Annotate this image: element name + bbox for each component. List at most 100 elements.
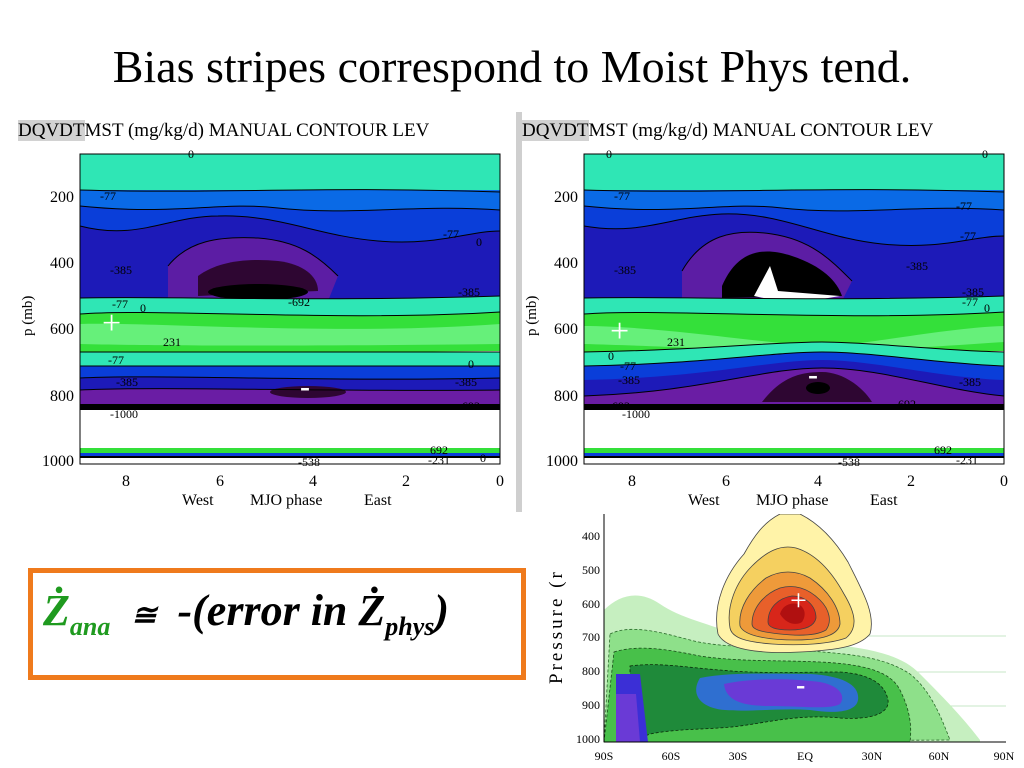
contour-label: -77: [956, 199, 972, 213]
y-tick-label: 600: [582, 597, 600, 611]
panel-divider: [516, 112, 522, 512]
x-tick-label: 60N: [929, 749, 950, 763]
x-tick-label: 0: [1000, 473, 1008, 490]
latitude-pressure-plot: + - 400 500 600 700 800 900 1000 Pressur…: [540, 514, 1024, 768]
contour-label: -1000: [622, 407, 650, 421]
slide-title: Bias stripes correspond to Moist Phys te…: [112, 41, 912, 92]
contour-label: -385: [455, 375, 477, 389]
contour-label: 692: [430, 443, 448, 457]
right-panel-header: DQVDTMST (mg/kg/d) MANUAL CONTOUR LEV: [522, 116, 933, 146]
contour-label: -385: [962, 285, 984, 299]
contour-label: -692: [608, 399, 630, 413]
contour-label: -385: [116, 375, 138, 389]
x-tick-label: 8: [122, 473, 130, 490]
x-tick-label: 6: [216, 473, 224, 490]
contour-label: -385: [906, 259, 928, 273]
minus-marker: -: [808, 358, 818, 391]
x-tick-label: 0: [496, 473, 504, 490]
contour-label: -77: [620, 359, 636, 373]
formula-approx: ≅: [131, 599, 157, 632]
x-axis-west-label: West: [182, 492, 214, 509]
y-tick-label: 700: [582, 630, 600, 644]
x-tick-label: 8: [628, 473, 636, 490]
contour-label: -692: [894, 397, 916, 411]
right-panel-header-rest: MST (mg/kg/d) MANUAL CONTOUR LEV: [588, 120, 934, 141]
plus-marker: +: [102, 305, 121, 342]
lat-x-axis: 90S 60S 30S EQ 30N 60N 90N: [595, 749, 1015, 763]
contour-label: -77: [100, 189, 116, 203]
left-panel: DQVDTMST (mg/kg/d) MANUAL CONTOUR LEV: [18, 116, 520, 516]
right-panel-header-gray: DQVDT: [522, 120, 589, 141]
x-tick-label: 2: [402, 473, 410, 490]
y-tick-label: 200: [554, 189, 578, 206]
right-plot-area: 0 0 -77 -77 -77 -385 -385 -385 -77 0 231…: [583, 147, 1005, 469]
plus-marker: +: [790, 584, 807, 617]
minus-marker: -: [300, 370, 310, 403]
contour-label: -538: [838, 455, 860, 469]
contour-label: -538: [298, 455, 320, 469]
y-tick-label: 600: [554, 321, 578, 338]
contour-label: -692: [288, 295, 310, 309]
left-contour-plot: 0 -77 -77 0 -385 -692 -385 -77 0 231 0 -…: [20, 147, 504, 509]
contour-label: 692: [934, 443, 952, 457]
contour-label: -77: [960, 229, 976, 243]
formula-lhs-sub: ana: [69, 611, 111, 641]
y-tick-label: 600: [50, 321, 74, 338]
left-y-axis: 200 400 600 800 1000: [42, 189, 74, 470]
right-x-axis: 8 6 4 2 0: [628, 473, 1008, 490]
x-tick-label: 4: [814, 473, 822, 490]
y-tick-label: 1000: [42, 453, 74, 470]
y-tick-label: 500: [582, 563, 600, 577]
right-contour-labels: 0 0 -77 -77 -77 -385 -385 -385 -77 0 231…: [606, 147, 990, 469]
contour-label: 0: [606, 147, 612, 161]
y-tick-label: 400: [554, 255, 578, 272]
y-tick-label: 1000: [576, 732, 600, 746]
x-axis-center-label: MJO phase: [756, 492, 828, 509]
y-tick-label: 200: [50, 189, 74, 206]
contour-label: 0: [140, 301, 146, 315]
x-tick-label: 2: [907, 473, 915, 490]
left-contour-labels: 0 -77 -77 0 -385 -692 -385 -77 0 231 0 -…: [100, 147, 486, 469]
right-contour-plot: 0 0 -77 -77 -77 -385 -385 -385 -77 0 231…: [524, 147, 1008, 509]
right-y-axis: 200 400 600 800 1000: [546, 189, 578, 470]
left-y-axis-label: p (mb): [20, 296, 36, 336]
y-tick-label: 800: [582, 664, 600, 678]
contour-label: -77: [108, 353, 124, 367]
contour-label: -77: [962, 295, 978, 309]
left-panel-header-rest: MST (mg/kg/d) MANUAL CONTOUR LEV: [84, 120, 430, 141]
x-axis-center-label: MJO phase: [250, 492, 322, 509]
contour-label: 0: [608, 349, 614, 363]
lat-y-axis-label: Pressure (r: [546, 569, 567, 684]
x-axis-east-label: East: [364, 492, 392, 509]
contour-label: 0: [480, 451, 486, 465]
y-tick-label: 400: [50, 255, 74, 272]
contour-label: -385: [614, 263, 636, 277]
lat-y-axis: 400 500 600 700 800 900 1000: [576, 529, 600, 746]
x-tick-label: EQ: [797, 749, 813, 763]
x-axis-west-label: West: [688, 492, 720, 509]
formula-rhs-prefix: -(error in Ż: [177, 586, 386, 635]
x-tick-label: 4: [309, 473, 317, 490]
contour-label: -77: [614, 189, 630, 203]
x-tick-label: 60S: [662, 749, 681, 763]
y-tick-label: 800: [50, 388, 74, 405]
x-tick-label: 90N: [994, 749, 1015, 763]
contour-label: -385: [618, 373, 640, 387]
formula-rhs-suffix: ): [434, 586, 450, 635]
formula-lhs-symbol: Ż: [43, 586, 70, 635]
contour-label: 0: [468, 357, 474, 371]
x-tick-label: 30N: [862, 749, 883, 763]
contour-label: -231: [956, 453, 978, 467]
formula-box: Żana ≅ -(error in Żphys): [28, 568, 526, 680]
contour-label: 0: [984, 301, 990, 315]
contour-label: 0: [188, 147, 194, 161]
plus-marker: +: [610, 313, 629, 350]
x-tick-label: 30S: [729, 749, 748, 763]
left-x-axis: 8 6 4 2 0: [122, 473, 504, 490]
left-plot-area: 0 -77 -77 0 -385 -692 -385 -77 0 231 0 -…: [79, 147, 501, 469]
contour-label: 0: [982, 147, 988, 161]
contour-label: -231: [428, 453, 450, 467]
contour-label: -385: [110, 263, 132, 277]
formula-rhs-sub: phys: [385, 611, 435, 641]
x-tick-label: 6: [722, 473, 730, 490]
